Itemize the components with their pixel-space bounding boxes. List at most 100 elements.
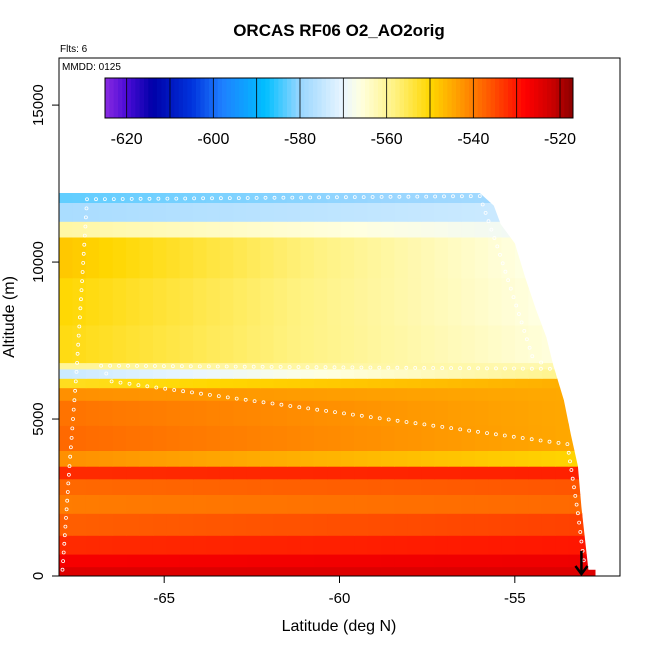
heatmap-cell xyxy=(139,324,154,364)
heatmap-cell xyxy=(528,324,543,364)
heatmap-cell xyxy=(219,193,234,203)
heatmap-cell xyxy=(313,400,328,426)
heatmap-cell xyxy=(555,193,570,203)
heatmap-cell xyxy=(233,202,248,222)
heatmap-cell xyxy=(179,466,194,480)
heatmap-cell xyxy=(407,400,422,426)
track-sample xyxy=(136,383,141,388)
track-sample xyxy=(388,194,393,199)
heatmap-cell xyxy=(179,513,194,536)
heatmap-cell xyxy=(126,368,141,379)
track-sample xyxy=(489,227,494,232)
track-sample xyxy=(377,365,382,370)
heatmap-cell xyxy=(461,193,476,203)
heatmap-cell xyxy=(380,513,395,536)
colorbar-segment xyxy=(369,78,375,118)
track-sample xyxy=(368,415,373,420)
heatmap-cell xyxy=(501,566,516,576)
track-sample xyxy=(323,365,328,370)
heatmap-cell xyxy=(407,324,422,364)
heatmap-cell xyxy=(541,193,556,203)
y-tick-label: 5000 xyxy=(30,402,47,435)
heatmap-cell xyxy=(260,425,275,451)
track-sample xyxy=(527,345,532,350)
heatmap-cell xyxy=(219,236,234,279)
heatmap-cell xyxy=(421,535,436,555)
track-sample xyxy=(324,408,329,413)
heatmap-cell xyxy=(126,202,141,222)
heatmap-cell xyxy=(287,221,301,238)
heatmap-cell xyxy=(340,450,355,467)
track-sample xyxy=(197,364,202,369)
track-sample xyxy=(287,365,292,369)
heatmap-cell xyxy=(421,566,436,576)
heatmap-cell xyxy=(85,236,100,279)
heatmap-cell xyxy=(126,535,141,555)
heatmap-cell xyxy=(166,494,181,514)
heatmap-cell xyxy=(515,387,529,401)
heatmap-cell xyxy=(193,535,208,555)
heatmap-cell xyxy=(99,221,114,238)
heatmap-cell xyxy=(541,202,556,222)
heatmap-cell xyxy=(99,566,114,576)
colorbar-segment xyxy=(256,78,262,118)
track-sample xyxy=(62,533,67,538)
heatmap-cell xyxy=(313,362,328,370)
heatmap-cell xyxy=(528,193,543,203)
track-sample xyxy=(192,196,197,201)
heatmap-cell xyxy=(541,324,556,364)
heatmap-cell xyxy=(99,494,114,514)
track-sample xyxy=(129,196,134,201)
heatmap-cell xyxy=(541,362,556,370)
heatmap-cell xyxy=(206,566,221,576)
heatmap-cell xyxy=(568,193,583,203)
colorbar-segment xyxy=(291,78,297,118)
colorbar-segment xyxy=(547,78,552,118)
heatmap-cell xyxy=(273,221,288,238)
heatmap-cell xyxy=(394,277,409,326)
heatmap-cell xyxy=(233,400,248,426)
heatmap-cell xyxy=(434,400,449,426)
heatmap-cell xyxy=(501,202,516,222)
heatmap-cell xyxy=(421,478,436,495)
y-axis-label: Altitude (m) xyxy=(1,276,18,358)
track-sample xyxy=(512,366,516,371)
heatmap-cell xyxy=(300,478,315,495)
heatmap-cell xyxy=(206,324,221,364)
heatmap-cell xyxy=(421,368,436,379)
heatmap-cell xyxy=(112,193,127,203)
track-sample xyxy=(451,194,455,199)
heatmap-cell xyxy=(179,450,194,467)
heatmap-cell xyxy=(85,535,100,555)
heatmap-cell xyxy=(300,368,315,379)
track-sample xyxy=(395,365,400,370)
track-sample xyxy=(69,435,74,440)
heatmap-cell xyxy=(488,236,503,279)
arrow-head xyxy=(574,565,589,577)
heatmap-cell xyxy=(85,387,100,401)
chart-title: ORCAS RF06 O2_AO2orig xyxy=(233,21,445,40)
heatmap-cell xyxy=(447,362,462,370)
heatmap-cell xyxy=(555,221,570,238)
heatmap-cell xyxy=(367,202,382,222)
heatmap-cell xyxy=(99,478,114,495)
colorbar-segment xyxy=(490,78,496,118)
heatmap-cell xyxy=(219,566,234,576)
heatmap-cell xyxy=(568,362,583,370)
track-sample xyxy=(147,196,152,201)
heatmap-cell xyxy=(152,202,167,222)
heatmap-cell xyxy=(59,535,73,555)
colorbar-segment xyxy=(109,78,115,118)
heatmap-cell xyxy=(515,466,529,480)
heatmap-cell xyxy=(300,554,315,568)
colorbar-segment xyxy=(243,78,249,118)
track-sample xyxy=(81,260,86,265)
heatmap-cell xyxy=(582,466,596,480)
heatmap-cell xyxy=(166,466,181,480)
heatmap-cell xyxy=(193,566,208,576)
colorbar-segment xyxy=(382,78,388,118)
track-sample xyxy=(317,195,322,200)
heatmap-cell xyxy=(461,450,476,467)
heatmap-cell xyxy=(515,378,529,389)
heatmap-cell xyxy=(233,513,248,536)
